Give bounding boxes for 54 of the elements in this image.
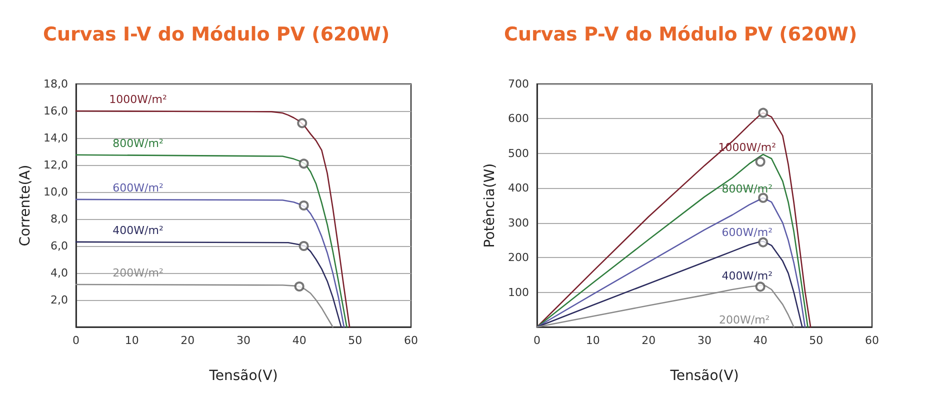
y-tick-label: 100 [508,286,529,299]
x-tick-label: 50 [348,334,362,347]
y-tick-label: 12,0 [44,158,68,172]
x-axis-title: Tensão(V) [208,368,278,384]
series-label: 400W/m² [722,269,772,282]
x-tick-label: 20 [642,334,656,347]
chart-title: Curvas P-V do Módulo PV (620W) [504,24,858,46]
point [298,241,309,251]
y-tick-label: 2,0 [50,294,68,306]
x-tick-label: 60 [404,334,418,347]
x-tick-label: 60 [865,334,879,347]
y-tick-label: 14,0 [44,132,68,144]
y-tick-label: 700 [508,78,529,90]
series-label: 400W/m² [112,224,164,237]
y-tick-label: 600 [508,112,529,126]
line-series [75,110,350,328]
y-tick-label: 500 [508,146,529,160]
x-tick-label: 30 [236,334,250,347]
point [298,158,309,169]
y-tick-label: 18,0 [44,78,68,90]
y-tick-label: 16,0 [44,104,68,118]
series-label: 1000W/m² [109,93,167,106]
x-tick-label: 40 [292,334,306,347]
point [298,200,309,210]
y-tick-label: 4,0 [50,266,68,280]
line-series [75,241,342,328]
point [297,118,308,128]
x-axis-title: Tensão(V) [669,368,739,384]
y-tick-label: 200 [508,251,529,264]
x-tick-label: 0 [534,334,540,347]
x-tick-label: 0 [72,334,80,347]
x-tick-label: 10 [586,334,600,347]
line-series [536,154,808,328]
y-tick-label: 10,0 [44,186,68,198]
series-label: 800W/m² [722,182,772,196]
x-tick-label: 30 [698,334,712,347]
y-tick-label: 8,0 [50,212,68,226]
y-tick-label: 6,0 [50,240,68,252]
line-series [75,154,348,328]
y-tick-label: 400 [508,182,529,195]
chart-title: Curvas I-V do Módulo PV (620W) [43,24,390,46]
y-axis-title: Potência(W) [482,163,498,248]
x-tick-label: 10 [124,334,139,347]
x-tick-label: 20 [180,334,195,347]
series-label: 200W/m² [718,313,770,326]
point [294,282,304,292]
x-tick-label: 40 [753,334,768,347]
series-label: 600W/m² [112,181,164,194]
x-tick-label: 50 [809,334,824,347]
y-tick-label: 300 [508,216,529,230]
series-label: 800W/m² [112,136,164,150]
series-label: 600W/m² [722,226,772,239]
line-series [75,198,345,328]
y-axis-title: Corrente(A) [18,164,34,246]
